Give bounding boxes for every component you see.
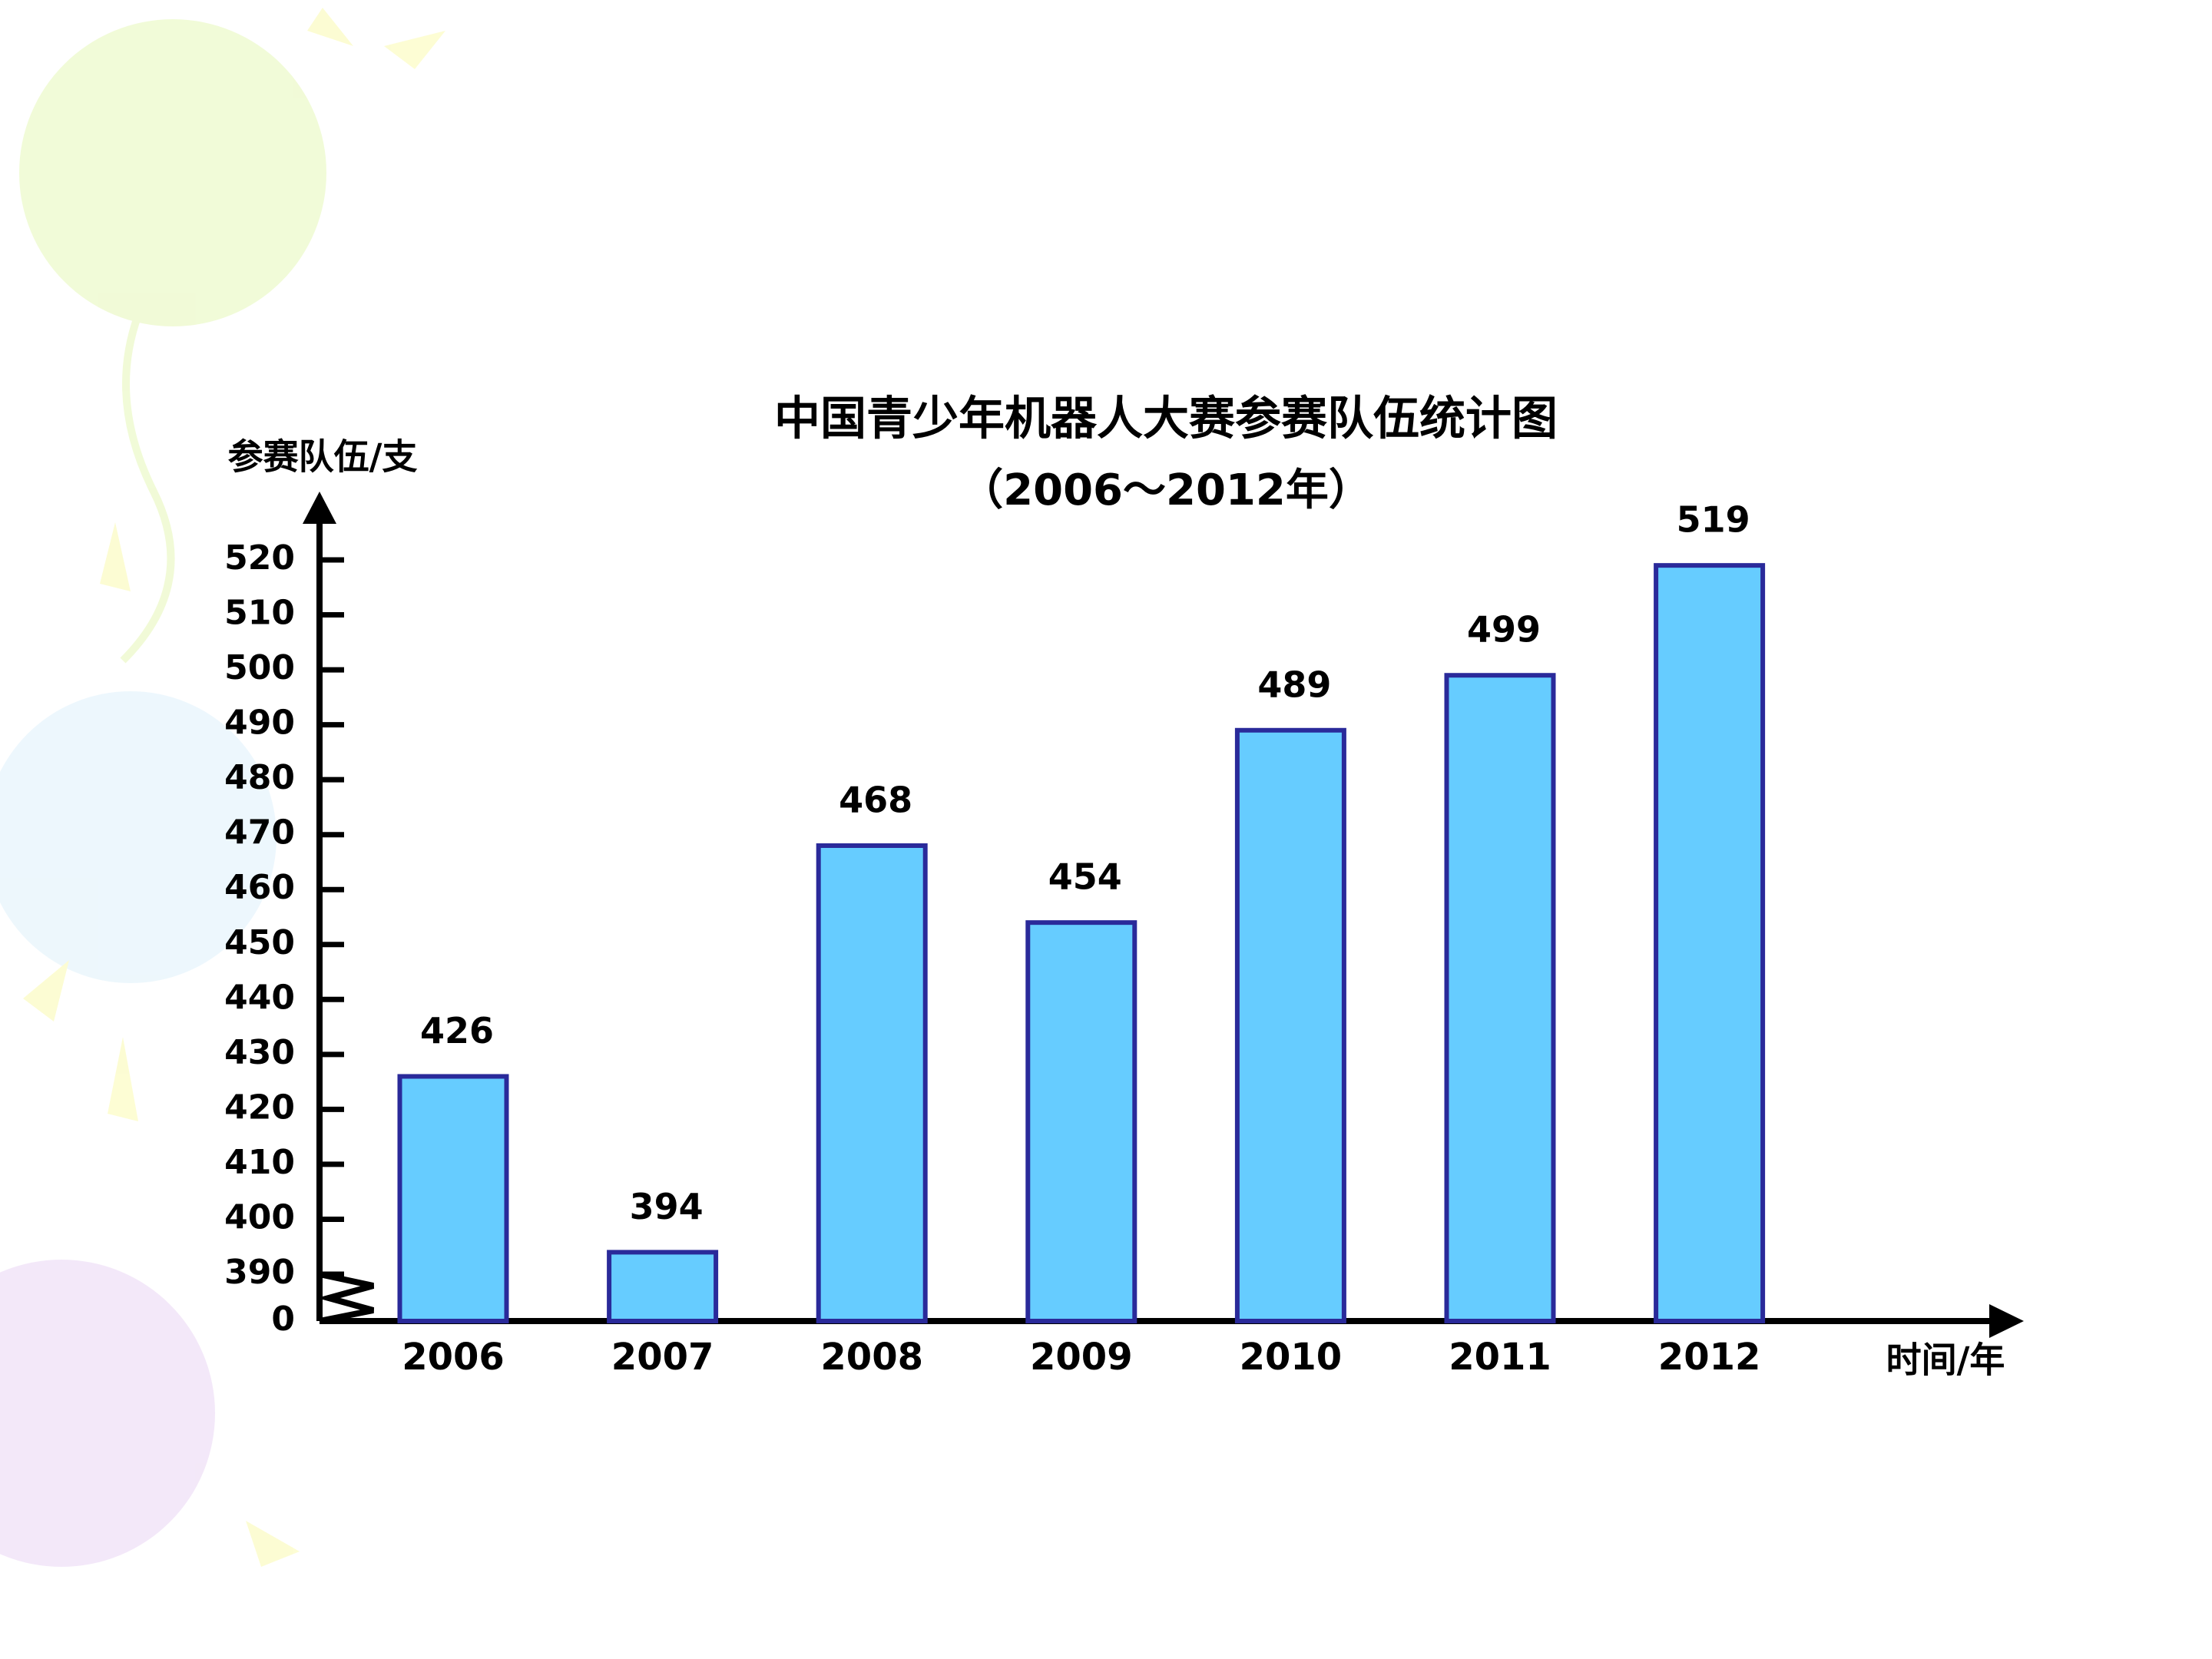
y-tick-label: 490	[224, 704, 295, 743]
y-tick-label: 430	[224, 1033, 295, 1072]
bar	[607, 1250, 719, 1324]
y-tick-label: 440	[224, 978, 295, 1017]
sparkle	[100, 522, 131, 591]
y-tick-label: 400	[224, 1197, 295, 1237]
value-label: 394	[630, 1186, 704, 1227]
bar	[1025, 920, 1137, 1323]
y-tick-label: 520	[224, 538, 295, 578]
y-axis-arrow	[303, 492, 336, 524]
chart-subtitle: （2006～2012年）	[960, 465, 1372, 515]
x-tick-label: 2006	[402, 1336, 505, 1379]
y-tick-label: 420	[224, 1088, 295, 1127]
y-tick-label: 480	[224, 758, 295, 797]
y-tick-label: 460	[224, 868, 295, 907]
y-tick-label: 0	[271, 1300, 295, 1339]
x-tick-label: 2010	[1240, 1336, 1343, 1379]
sparkle	[384, 31, 445, 69]
x-axis-label: 时间/年	[1886, 1339, 2005, 1381]
x-tick-label: 2011	[1449, 1336, 1551, 1379]
background-decoration	[0, 8, 445, 1567]
value-label: 454	[1048, 856, 1122, 898]
bar	[397, 1074, 509, 1323]
y-tick-label: 500	[224, 648, 295, 687]
bar	[1654, 563, 1766, 1323]
y-tick-label: 450	[224, 923, 295, 962]
sparkle	[23, 960, 69, 1022]
balloon	[0, 691, 276, 983]
sparkle	[246, 1521, 300, 1567]
y-axis-label: 参赛队伍/支	[228, 436, 418, 478]
x-tick-label: 2009	[1030, 1336, 1133, 1379]
balloon	[0, 1260, 215, 1567]
y-tick-label: 510	[224, 594, 295, 633]
bar	[1234, 727, 1346, 1323]
value-label: 468	[839, 780, 912, 821]
x-tick-label: 2007	[611, 1336, 714, 1379]
x-tick-label: 2008	[820, 1336, 923, 1379]
bar	[816, 843, 928, 1323]
sparkle	[108, 1037, 138, 1121]
y-tick-label: 390	[224, 1253, 295, 1292]
y-tick-label: 410	[224, 1143, 295, 1182]
balloon	[19, 19, 326, 326]
bar	[1444, 673, 1556, 1323]
x-axis-arrow	[1989, 1304, 2024, 1338]
value-label: 519	[1677, 499, 1750, 541]
value-label: 426	[420, 1010, 494, 1051]
balloon-string	[120, 313, 175, 664]
y-tick-label: 470	[224, 813, 295, 853]
axis-break	[316, 1271, 375, 1324]
x-tick-label: 2012	[1658, 1336, 1761, 1379]
sparkle	[307, 8, 353, 46]
value-label: 499	[1467, 609, 1541, 651]
value-label: 489	[1257, 664, 1331, 705]
chart-title: 中国青少年机器人大赛参赛队伍统计图	[774, 392, 1558, 446]
